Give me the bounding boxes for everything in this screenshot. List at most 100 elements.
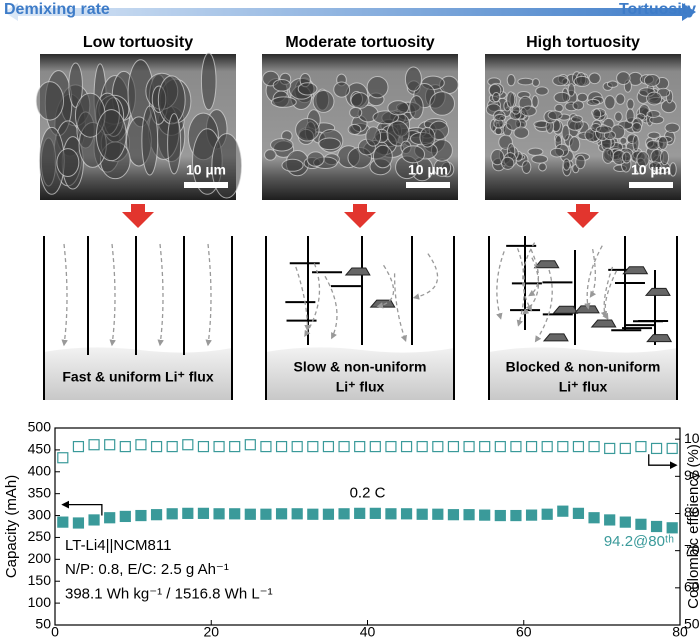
sem-pore — [520, 105, 537, 117]
point — [463, 509, 475, 521]
point — [322, 508, 335, 520]
flux-label: Li⁺ flux — [559, 379, 608, 395]
point — [447, 509, 460, 521]
y-tick-label: 350 — [28, 484, 52, 500]
sem-pore — [646, 91, 663, 106]
sem-pore — [648, 161, 662, 172]
point — [369, 507, 381, 519]
point — [229, 508, 241, 520]
sem-pore — [562, 158, 571, 171]
sem-pore — [592, 108, 602, 120]
sem-pore — [349, 106, 363, 119]
sem-pore — [506, 74, 516, 87]
red-arrow — [122, 204, 154, 228]
flux-arrow — [376, 264, 395, 309]
point — [666, 442, 678, 455]
sem-pore — [625, 108, 635, 124]
y-tick-label: 150 — [28, 572, 52, 588]
point — [432, 440, 444, 453]
x-axis-label: Cycle number — [321, 638, 414, 640]
sem-pore — [616, 71, 631, 85]
y-tick-label: 300 — [28, 506, 52, 522]
sem-pore — [572, 100, 585, 111]
sem-pore — [547, 110, 563, 121]
sem-pore — [56, 148, 80, 177]
sem-pore — [531, 95, 539, 109]
sem-pore — [295, 117, 320, 142]
scale-label: 10 µm — [631, 162, 671, 178]
point — [510, 509, 522, 522]
y2-tick-label: 90 — [684, 467, 700, 483]
sem-pore — [386, 120, 410, 147]
point — [604, 442, 616, 455]
sem-pore — [657, 136, 668, 150]
header-arrow — [4, 3, 696, 21]
point — [229, 440, 241, 453]
y-tick-label: 400 — [28, 462, 52, 478]
flux-label: Fast & uniform Li⁺ flux — [62, 369, 213, 385]
point — [650, 520, 663, 533]
x-tick-label: 40 — [360, 624, 376, 640]
point — [572, 507, 585, 519]
flux-arrow — [412, 253, 439, 300]
sem-pore — [631, 122, 643, 133]
x-tick-label: 80 — [672, 624, 688, 640]
dendrite — [644, 287, 671, 296]
lithium-layer — [44, 347, 232, 400]
sem-pore — [575, 154, 586, 170]
point — [275, 440, 288, 453]
sem-pore — [387, 100, 410, 116]
sem-pore — [531, 154, 549, 164]
point — [354, 507, 366, 519]
sem-pore — [636, 150, 650, 168]
point — [479, 440, 491, 453]
point — [57, 452, 69, 464]
point — [650, 442, 663, 455]
y-tick-label: 200 — [28, 550, 52, 566]
point — [104, 439, 116, 451]
point — [135, 439, 147, 451]
panel-title: Moderate tortuosity — [285, 34, 434, 51]
sem-pore — [660, 149, 670, 166]
point — [260, 440, 272, 453]
sem-pore — [365, 126, 382, 147]
sem-pore — [297, 82, 318, 96]
point — [307, 508, 319, 520]
flux-arrow — [109, 243, 116, 347]
y2-axis-label: Coulombic efficiency (%) — [685, 444, 700, 609]
sem-pore — [588, 72, 601, 85]
point — [182, 439, 194, 451]
sem-pore — [419, 126, 436, 148]
point — [557, 505, 569, 517]
point — [432, 508, 444, 520]
flux-arrow — [157, 243, 164, 347]
sem-pore — [506, 91, 516, 108]
y-tick-label: 450 — [28, 441, 52, 457]
sem-pore — [492, 92, 501, 103]
sem-pore — [511, 105, 521, 115]
point — [291, 440, 303, 453]
flux-arrow — [584, 245, 603, 310]
sem-pore — [601, 147, 614, 164]
point — [447, 440, 460, 453]
point — [525, 440, 538, 453]
sem-pore — [263, 149, 277, 161]
sem-pore — [527, 147, 544, 156]
sem-pore — [494, 113, 507, 122]
sem-pore — [567, 83, 576, 97]
x-tick-label: 60 — [516, 624, 532, 640]
dendrite — [622, 266, 649, 275]
flux-arrow — [534, 269, 553, 343]
point — [275, 508, 288, 520]
sem-pore — [366, 76, 389, 99]
dendrite — [573, 305, 600, 314]
sem-pore — [643, 74, 661, 87]
annotation: 94.2@80ᵗʰ — [604, 533, 674, 550]
point — [385, 440, 397, 453]
point — [307, 440, 319, 453]
annotation: N/P: 0.8, E/C: 2.5 g Ah⁻¹ — [65, 561, 229, 578]
point — [572, 440, 585, 453]
sem-pore — [646, 110, 661, 118]
pointer-arrow — [648, 454, 678, 470]
sem-pore — [167, 113, 182, 175]
